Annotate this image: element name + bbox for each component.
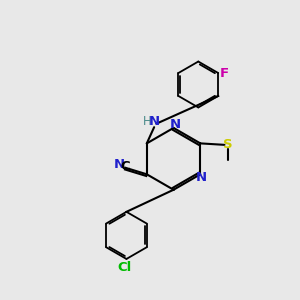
Text: N: N <box>196 171 207 184</box>
Text: F: F <box>220 67 229 80</box>
Text: N: N <box>149 116 160 128</box>
Text: N: N <box>169 118 181 131</box>
Text: S: S <box>223 138 233 151</box>
Text: H: H <box>143 116 152 128</box>
Text: C: C <box>121 160 130 172</box>
Text: Cl: Cl <box>117 261 131 274</box>
Text: N: N <box>113 158 125 171</box>
